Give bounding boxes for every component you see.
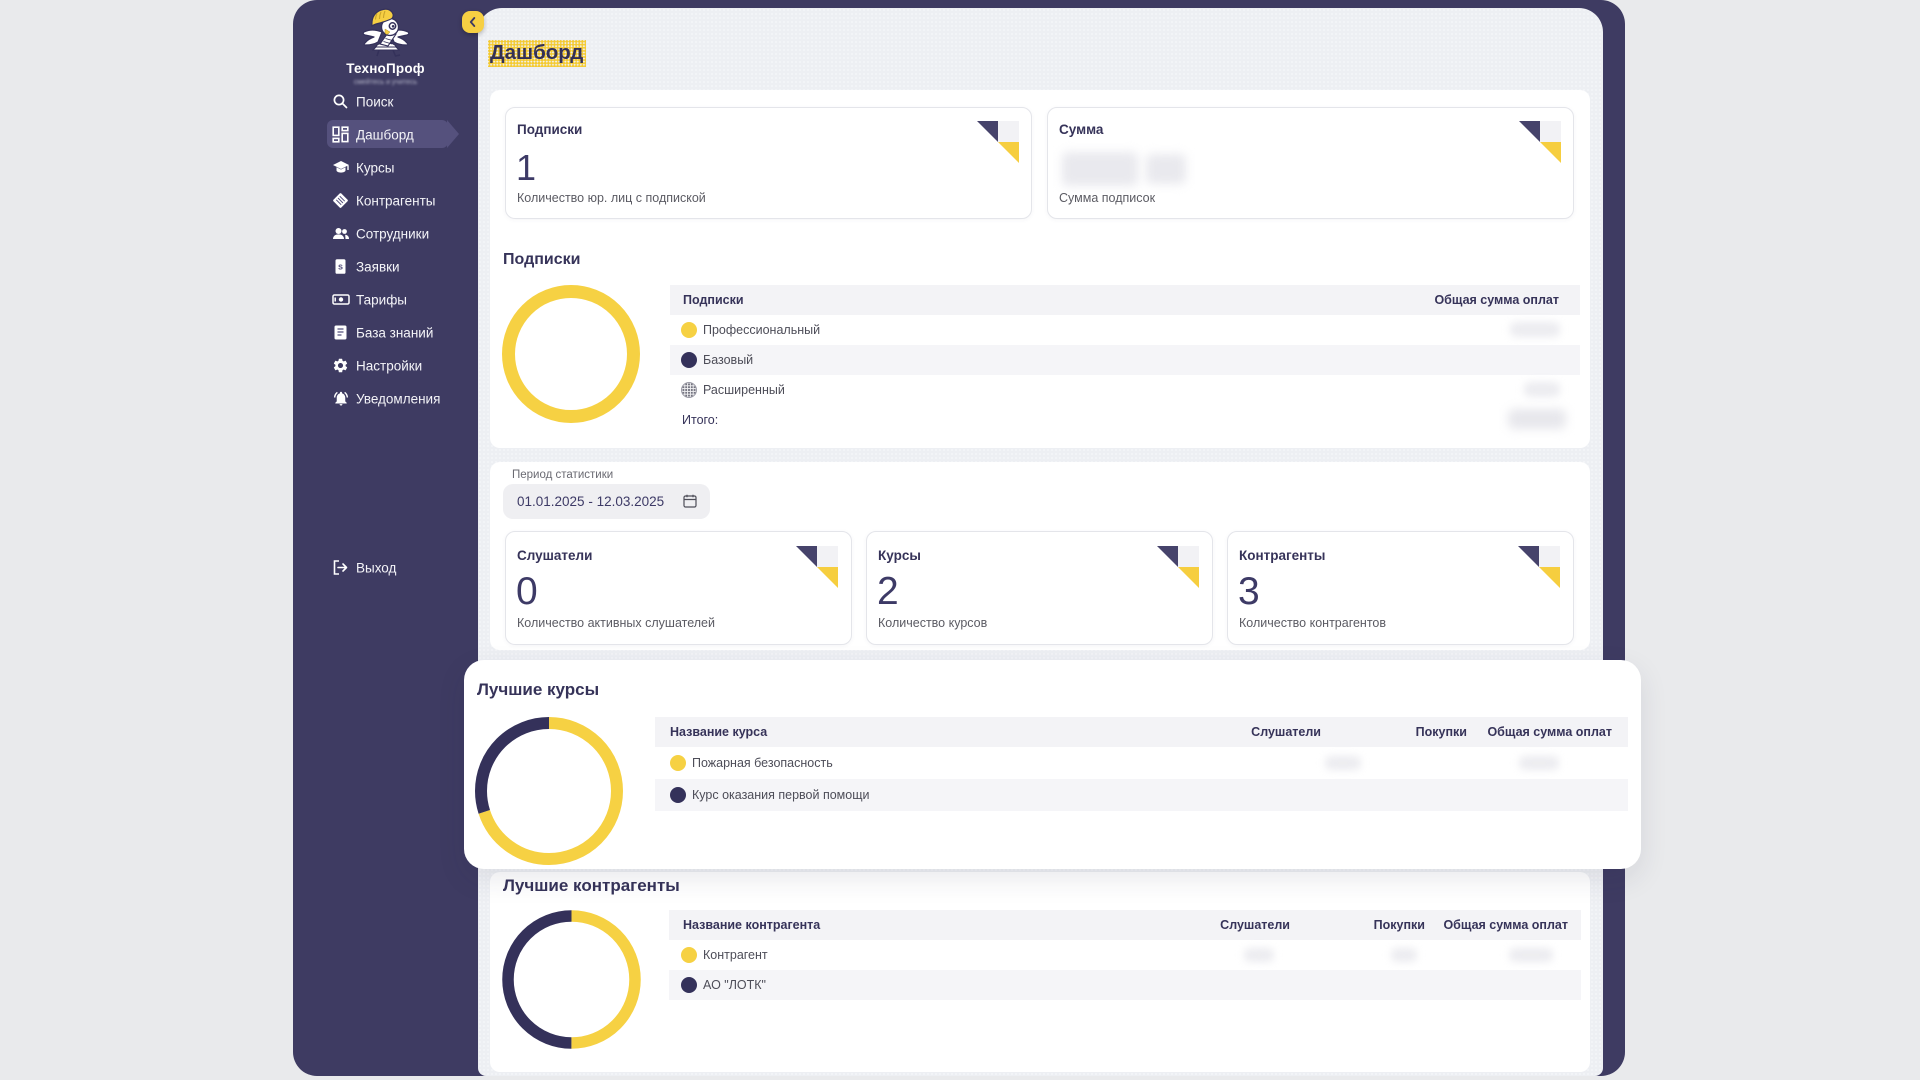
svg-text:s: s — [338, 262, 343, 272]
